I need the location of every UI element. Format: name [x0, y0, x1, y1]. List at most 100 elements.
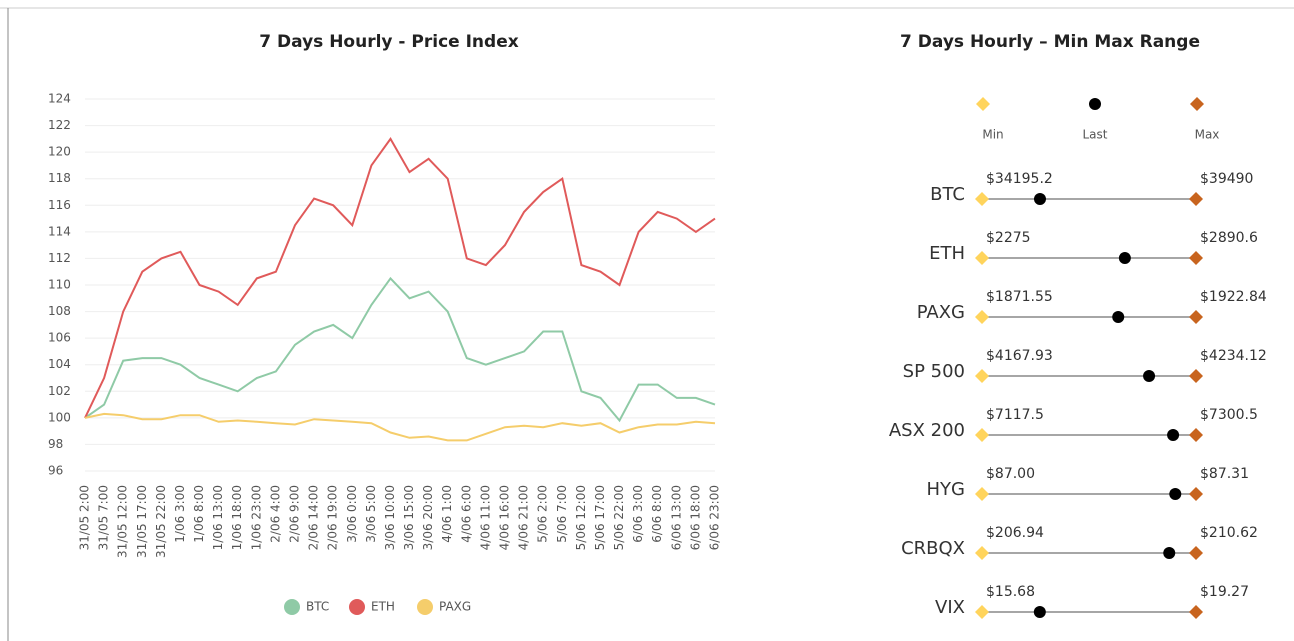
x-tick-label: 2/06 9:00 [288, 485, 302, 543]
item-name: ETH [929, 243, 965, 264]
max-label: $87.31 [1200, 466, 1249, 482]
y-tick-label: 116 [48, 198, 71, 212]
y-tick-label: 122 [48, 118, 71, 132]
min-label: $4167.93 [986, 348, 1053, 364]
legend-label: BTC [306, 600, 329, 614]
max-label: $210.62 [1200, 525, 1258, 541]
x-tick-label: 5/06 17:00 [593, 485, 607, 550]
legend-swatch [976, 97, 990, 111]
max-label: $4234.12 [1200, 348, 1267, 364]
max-marker [1189, 428, 1203, 442]
min-label: $206.94 [986, 525, 1044, 541]
x-tick-label: 1/06 23:00 [249, 485, 263, 550]
legend-label: Last [1083, 128, 1108, 142]
legend-label: PAXG [439, 600, 471, 614]
max-label: $39490 [1200, 171, 1253, 187]
min-marker [975, 310, 989, 324]
item-name: SP 500 [903, 361, 965, 382]
y-tick-label: 118 [48, 171, 71, 185]
y-tick-label: 104 [48, 357, 71, 371]
min-label: $1871.55 [986, 289, 1053, 305]
x-tick-label: 5/06 12:00 [574, 485, 588, 550]
x-tick-label: 6/06 8:00 [650, 485, 664, 543]
x-tick-label: 5/06 22:00 [612, 485, 626, 550]
series-line [84, 276, 716, 423]
x-tick-label: 3/06 20:00 [421, 485, 435, 550]
x-tick-label: 5/06 7:00 [555, 485, 569, 543]
legend-label: Min [982, 128, 1003, 142]
x-tick-label: 31/05 17:00 [135, 485, 149, 558]
x-tick-label: 4/06 11:00 [478, 485, 492, 550]
min-marker [975, 546, 989, 560]
min-label: $34195.2 [986, 171, 1053, 187]
max-marker [1189, 369, 1203, 383]
max-marker [1189, 546, 1203, 560]
last-marker [1169, 488, 1182, 500]
y-tick-label: 96 [48, 464, 63, 478]
y-tick-label: 106 [48, 331, 71, 345]
x-tick-label: 6/06 3:00 [631, 485, 645, 543]
series-line [84, 137, 716, 419]
y-tick-label: 120 [48, 145, 71, 159]
last-marker [1167, 429, 1180, 441]
series-line [84, 412, 716, 442]
x-tick-label: 6/06 23:00 [708, 485, 722, 550]
x-tick-label: 4/06 1:00 [440, 485, 454, 543]
x-tick-label: 3/06 0:00 [345, 485, 359, 543]
min-marker [975, 251, 989, 265]
legend-swatch [284, 599, 300, 615]
x-tick-label: 6/06 18:00 [688, 485, 702, 550]
x-tick-label: 3/06 15:00 [402, 485, 416, 550]
x-tick-label: 1/06 13:00 [211, 485, 225, 550]
item-name: ASX 200 [889, 420, 965, 441]
x-tick-label: 2/06 4:00 [268, 485, 282, 543]
x-tick-label: 2/06 19:00 [326, 485, 340, 550]
item-name: PAXG [917, 302, 965, 323]
min-label: $2275 [986, 230, 1031, 246]
x-tick-label: 1/06 18:00 [230, 485, 244, 550]
last-marker [1118, 252, 1131, 264]
item-name: HYG [927, 479, 965, 500]
min-marker [975, 605, 989, 619]
x-tick-label: 4/06 16:00 [498, 485, 512, 550]
legend-swatch [349, 599, 365, 615]
min-label: $87.00 [986, 466, 1035, 482]
item-name: BTC [930, 184, 965, 205]
x-tick-label: 31/05 2:00 [78, 485, 92, 550]
x-tick-label: 1/06 8:00 [192, 485, 206, 543]
y-tick-label: 108 [48, 304, 71, 318]
max-label: $1922.84 [1200, 289, 1267, 305]
x-tick-label: 3/06 10:00 [383, 485, 397, 550]
y-tick-label: 98 [48, 437, 63, 451]
last-marker [1163, 547, 1176, 559]
legend-label: Max [1195, 128, 1220, 142]
y-tick-label: 102 [48, 384, 71, 398]
y-tick-label: 124 [48, 92, 71, 106]
y-tick-label: 100 [48, 410, 71, 424]
chart-title: 7 Days Hourly – Min Max Range [900, 32, 1200, 52]
max-marker [1189, 605, 1203, 619]
x-tick-label: 31/05 12:00 [116, 485, 130, 558]
max-label: $7300.5 [1200, 407, 1258, 423]
last-marker [1143, 370, 1156, 382]
last-marker [1112, 311, 1125, 323]
x-tick-label: 31/05 7:00 [97, 485, 111, 550]
legend-swatch [1190, 97, 1204, 111]
item-name: VIX [935, 597, 965, 618]
max-marker [1189, 192, 1203, 206]
x-tick-label: 2/06 14:00 [307, 485, 321, 550]
max-marker [1189, 487, 1203, 501]
y-tick-label: 110 [48, 278, 71, 292]
max-marker [1189, 251, 1203, 265]
x-tick-label: 31/05 22:00 [154, 485, 168, 558]
x-tick-label: 5/06 2:00 [536, 485, 550, 543]
x-tick-label: 4/06 21:00 [517, 485, 531, 550]
legend-swatch [417, 599, 433, 615]
last-marker [1033, 193, 1046, 205]
chart-title: 7 Days Hourly - Price Index [259, 32, 518, 52]
legend-swatch [1089, 98, 1101, 110]
item-name: CRBQX [901, 538, 965, 559]
x-tick-label: 4/06 6:00 [459, 485, 473, 543]
max-marker [1189, 310, 1203, 324]
x-tick-label: 3/06 5:00 [364, 485, 378, 543]
